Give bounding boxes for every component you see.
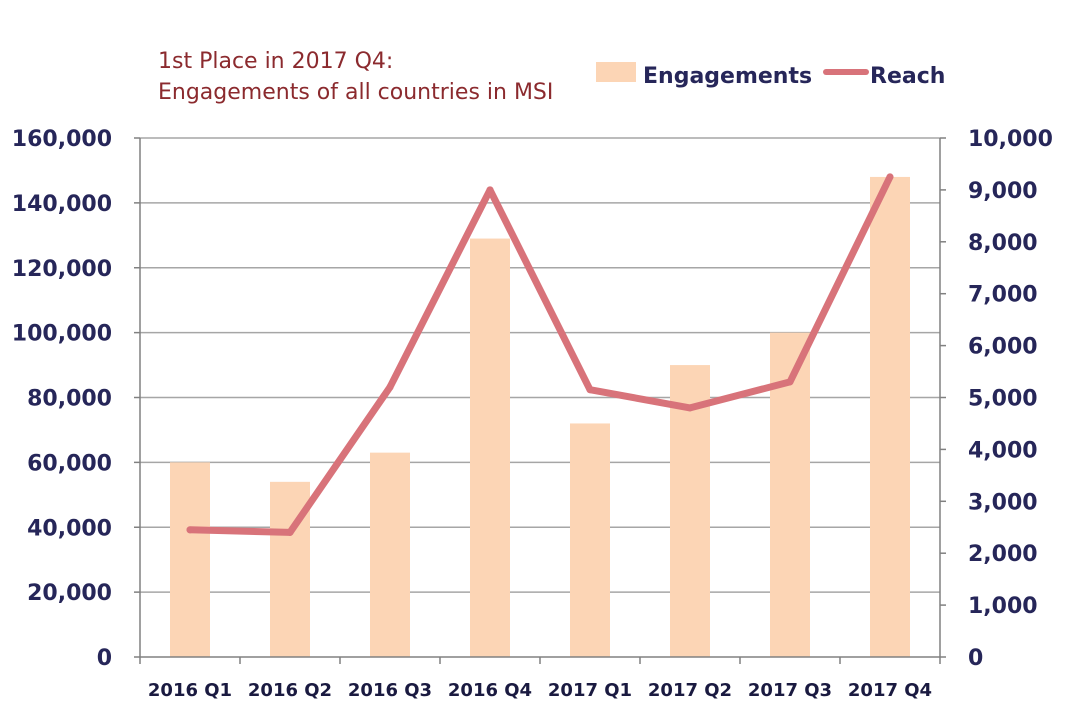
engagements-bars [170, 176, 910, 658]
x-tick-label: 2017 Q2 [648, 680, 732, 701]
right-tick-label: 4,000 [968, 438, 1038, 463]
chart-title-line-2: Engagements of all countries in MSI [158, 80, 553, 105]
chart-title-line-1: 1st Place in 2017 Q4: [158, 49, 393, 74]
reach-point [686, 404, 694, 412]
x-axis-ticks: 2016 Q1 2016 Q2 2016 Q3 2016 Q4 2017 Q1 2017 … [148, 680, 932, 701]
right-tick-label: 10,000 [968, 127, 1053, 152]
left-tick-label: 80,000 [27, 387, 112, 412]
left-tick-label: 20,000 [27, 581, 112, 606]
engagements-bar [370, 452, 410, 657]
left-tick-label: 140,000 [12, 192, 112, 217]
engagements-bar [470, 238, 510, 657]
reach-point [386, 383, 394, 391]
x-tick-label: 2016 Q1 [148, 680, 232, 701]
x-tick-label: 2017 Q3 [748, 680, 832, 701]
x-tick-label: 2016 Q3 [348, 680, 432, 701]
left-y-axis-ticks: 0 20,000 40,000 60,000 80,000 100,000 120,000 1… [12, 127, 112, 671]
right-tick-label: 0 [968, 646, 983, 671]
reach-point [186, 526, 194, 534]
right-tick-label: 7,000 [968, 283, 1038, 308]
x-tick-label: 2017 Q4 [848, 680, 932, 701]
right-tick-label: 6,000 [968, 335, 1038, 360]
reach-line-group [186, 173, 894, 536]
engagements-bar [670, 365, 710, 657]
x-tick-label: 2016 Q4 [448, 680, 532, 701]
left-tick-label: 60,000 [27, 451, 112, 476]
right-tick-label: 1,000 [968, 594, 1038, 619]
legend-engagements-swatch [596, 62, 636, 82]
legend-reach-label: Reach [870, 64, 945, 89]
reach-point [586, 386, 594, 394]
left-tick-label: 40,000 [27, 516, 112, 541]
right-tick-label: 9,000 [968, 179, 1038, 204]
right-tick-label: 3,000 [968, 490, 1038, 515]
reach-point [486, 186, 494, 194]
engagements-bar [170, 462, 210, 657]
left-tick-label: 0 [97, 646, 112, 671]
left-tick-label: 160,000 [12, 127, 112, 152]
legend: Engagements Reach [596, 62, 945, 89]
axes [134, 137, 946, 664]
chart-title: 1st Place in 2017 Q4: Engagements of all… [158, 49, 553, 105]
reach-point [286, 528, 294, 536]
reach-point [786, 378, 794, 386]
right-y-axis-ticks: 0 1,000 2,000 3,000 4,000 5,000 6,000 7,000 8,00… [968, 127, 1053, 671]
left-tick-label: 120,000 [12, 257, 112, 282]
grid-lines [140, 137, 940, 593]
right-tick-label: 8,000 [968, 231, 1038, 256]
x-tick-label: 2016 Q2 [248, 680, 332, 701]
reach-line [186, 173, 894, 536]
engagements-bar [870, 176, 910, 658]
reach-point [886, 173, 894, 181]
left-tick-label: 100,000 [12, 322, 112, 347]
right-tick-label: 5,000 [968, 387, 1038, 412]
engagements-bar [570, 423, 610, 657]
right-tick-label: 2,000 [968, 542, 1038, 567]
legend-engagements-label: Engagements [643, 64, 812, 89]
x-tick-label: 2017 Q1 [548, 680, 632, 701]
